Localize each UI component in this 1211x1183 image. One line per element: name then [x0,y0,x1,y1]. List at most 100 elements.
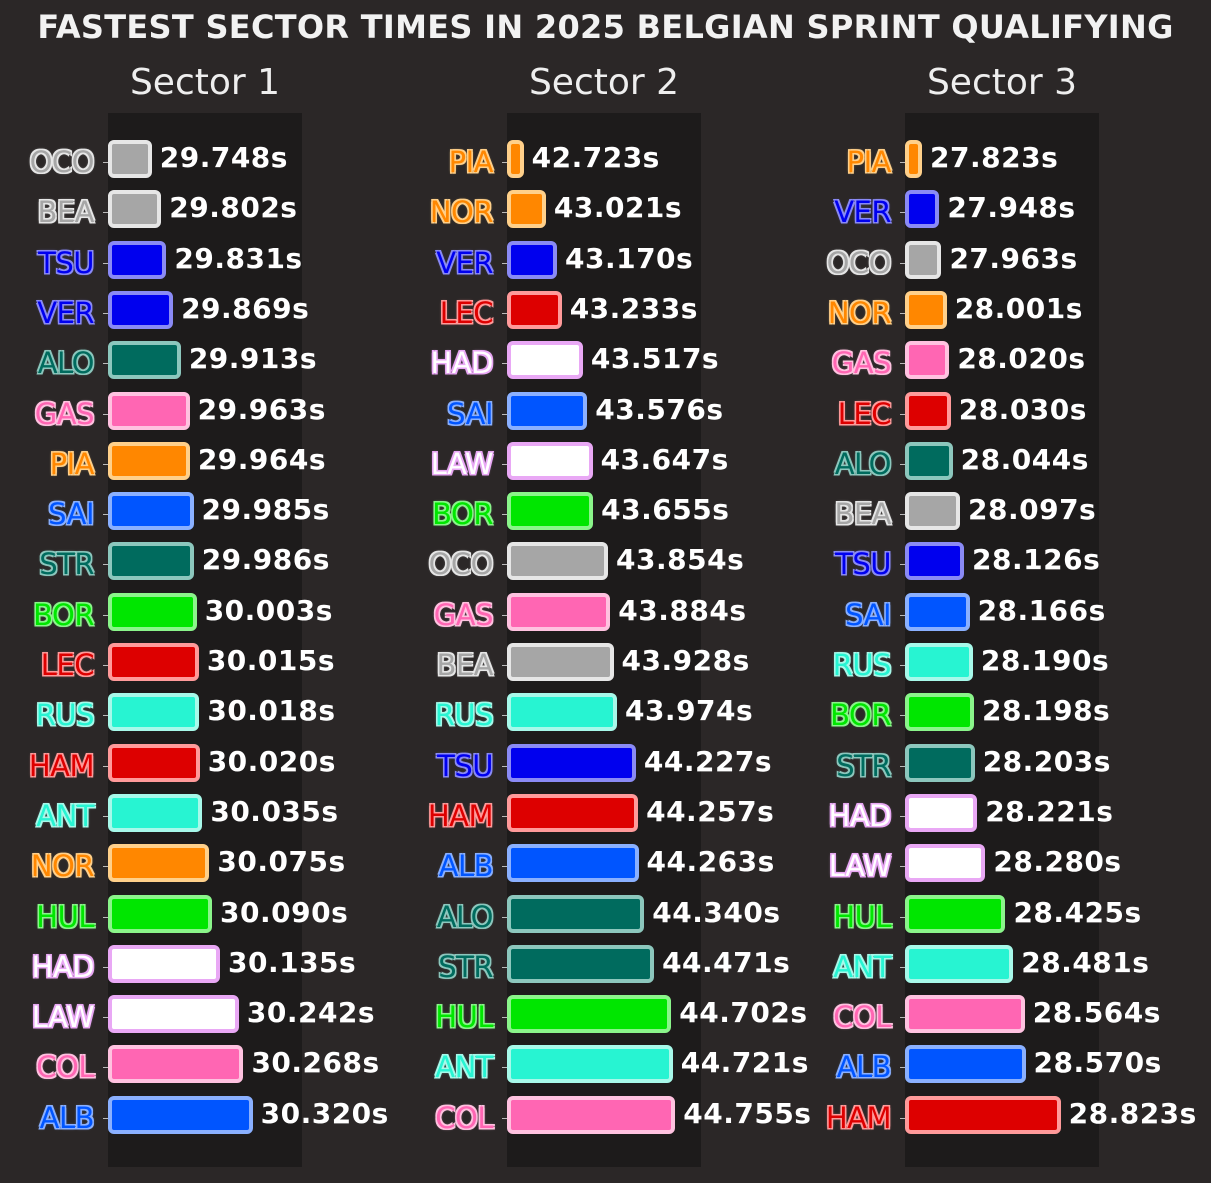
driver-tick-label: ALO [436,899,494,934]
y-tick [900,514,905,516]
bar-row: TSU 44.227s [399,741,799,791]
time-data-label: 44.263s [646,845,775,879]
time-data-label: 27.963s [949,241,1078,275]
bar-row: BOR 30.003s [0,590,400,640]
bar-row: ALO 28.044s [797,439,1197,489]
time-data-label: 28.097s [968,493,1097,527]
bar [905,542,965,581]
bar [108,693,200,732]
time-data-label: 30.018s [207,694,336,728]
bar [905,693,974,732]
bar [905,894,1006,933]
bar [108,743,200,782]
bar-row: HAD 28.221s [797,791,1197,841]
bar-row: ANT 28.481s [797,942,1197,992]
bar-row: ANT 44.721s [399,1042,808,1092]
bar [108,995,239,1034]
plot-background [905,113,1099,1167]
bar [108,1095,253,1134]
driver-tick-label: ANT [833,949,891,984]
y-tick [103,413,108,415]
y-tick [502,966,507,968]
bar-row: BOR 43.655s [399,489,799,539]
y-tick [900,312,905,314]
y-tick [103,1067,108,1069]
driver-tick-label: GAS [34,396,95,431]
time-data-label: 28.221s [985,794,1114,828]
driver-tick-label: ALO [834,446,892,481]
bar-row: BEA 43.928s [399,640,799,690]
y-tick [900,212,905,214]
time-data-label: 30.320s [260,1096,389,1130]
time-data-label: 28.190s [980,644,1110,677]
bar-row: LEC 43.233s [399,288,799,338]
bar-row: RUS 30.018s [0,690,400,740]
y-tick [502,312,507,314]
driver-tick-label: STR [39,547,94,582]
time-data-label: 28.280s [993,845,1122,879]
bar-row: PIA 42.723s [399,137,799,187]
bar-row: HAM 30.020s [0,741,400,791]
y-tick [900,765,905,767]
y-tick [502,715,507,717]
bar [507,844,639,883]
time-data-label: 44.471s [662,945,791,979]
bar-row: STR 44.471s [399,942,799,992]
bar-row: ALO 44.340s [399,892,799,942]
driver-tick-label: TSU [835,547,891,582]
bar-row: HAD 43.517s [399,338,799,388]
bar-row: HAD 30.135s [0,942,400,992]
y-tick [103,1117,108,1119]
bar-row: LAW 30.242s [0,992,400,1042]
y-tick [502,765,507,767]
y-tick [502,212,507,214]
driver-tick-label: HUL [833,899,891,934]
bar-row: STR 28.203s [797,741,1197,791]
bar [507,441,593,480]
driver-tick-label: PIA [49,446,95,481]
bar-row: NOR 28.001s [797,288,1197,338]
time-data-label: 29.869s [181,291,310,325]
bar-row: VER 43.170s [399,238,799,288]
bar [507,643,614,681]
bar-row: VER 27.948s [797,187,1197,237]
driver-tick-label: OCO [428,547,494,582]
bar-row: LEC 30.015s [0,640,400,690]
time-data-label: 43.655s [601,493,730,527]
time-data-label: 28.203s [982,744,1111,778]
bar-row: ALB 30.320s [0,1093,400,1143]
bar-row: COL 44.755s [399,1093,811,1143]
time-data-label: 28.425s [1013,895,1142,929]
time-data-label: 29.985s [201,493,330,527]
bar-row: NOR 43.021s [399,187,799,237]
driver-tick-label: STR [438,949,493,984]
driver-tick-label: VER [436,245,493,280]
driver-tick-label: HUL [36,899,94,934]
bar [905,592,970,631]
bar [108,441,190,480]
time-data-label: 28.198s [982,694,1111,728]
driver-tick-label: HAM [28,748,95,783]
bar-row: HUL 28.425s [797,892,1197,942]
y-tick [103,715,108,717]
bar [507,190,546,229]
driver-tick-label: ANT [435,1050,493,1085]
driver-tick-label: LEC [439,295,494,330]
y-tick [103,916,108,918]
y-tick [900,916,905,918]
bar [905,492,960,531]
bar-row: PIA 27.823s [797,137,1197,187]
driver-tick-label: NOR [30,849,95,884]
bar [905,944,1014,983]
bar-row: BEA 28.097s [797,489,1197,539]
bar [905,995,1025,1034]
time-data-label: 44.257s [646,794,775,828]
chart-title: FASTEST SECTOR TIMES IN 2025 BELGIAN SPR… [37,8,1174,46]
bar [507,793,639,832]
y-tick [502,1067,507,1069]
bar-row: GAS 29.963s [0,389,400,439]
bar [507,341,583,380]
bar [507,894,645,933]
bar-row: SAI 43.576s [399,389,799,439]
y-tick [900,463,905,465]
